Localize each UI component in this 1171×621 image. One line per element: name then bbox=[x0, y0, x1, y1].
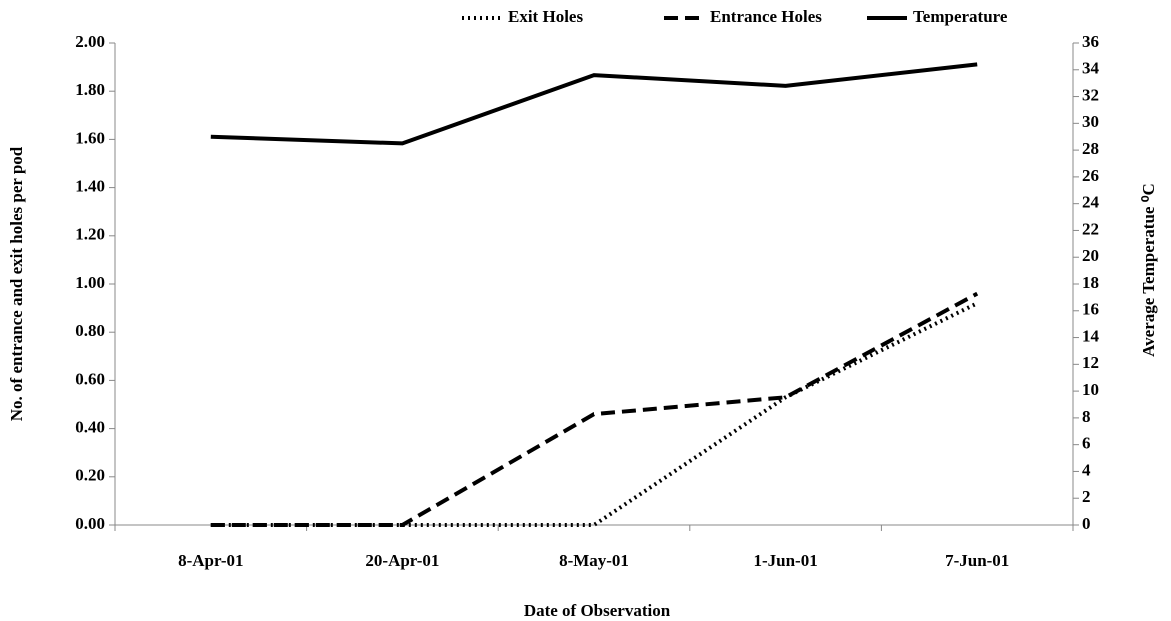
legend-label: Exit Holes bbox=[508, 7, 583, 26]
y2-tick-label: 16 bbox=[1082, 300, 1099, 319]
y-tick-label: 1.00 bbox=[75, 273, 105, 292]
y2-tick-label: 0 bbox=[1082, 514, 1091, 533]
legend-label: Entrance Holes bbox=[710, 7, 822, 26]
y2-tick-label: 2 bbox=[1082, 487, 1091, 506]
y2-tick-label: 12 bbox=[1082, 353, 1099, 372]
x-tick-label: 8-May-01 bbox=[559, 551, 629, 570]
x-tick-label: 20-Apr-01 bbox=[365, 551, 439, 570]
y2-tick-label: 18 bbox=[1082, 273, 1099, 292]
y2-axis-label: Average Temperatue ⁰C bbox=[1139, 183, 1158, 357]
y-tick-label: 0.00 bbox=[75, 514, 105, 533]
y2-tick-label: 8 bbox=[1082, 407, 1091, 426]
y2-tick-label: 32 bbox=[1082, 85, 1099, 104]
x-tick-label: 7-Jun-01 bbox=[945, 551, 1009, 570]
y-axis-label: No. of entrance and exit holes per pod bbox=[7, 146, 26, 421]
y-tick-label: 1.20 bbox=[75, 225, 105, 244]
y2-tick-label: 36 bbox=[1082, 32, 1099, 51]
y2-tick-label: 14 bbox=[1082, 326, 1100, 345]
y2-tick-label: 24 bbox=[1082, 193, 1100, 212]
x-axis-label: Date of Observation bbox=[524, 601, 671, 620]
series-line bbox=[210, 291, 979, 527]
y2-tick-label: 26 bbox=[1082, 166, 1099, 185]
legend-label: Temperature bbox=[913, 7, 1008, 26]
y-tick-label: 1.80 bbox=[75, 80, 105, 99]
x-tick-label: 1-Jun-01 bbox=[753, 551, 817, 570]
series-line bbox=[210, 62, 978, 146]
x-tick-label: 8-Apr-01 bbox=[178, 551, 243, 570]
y2-tick-label: 30 bbox=[1082, 112, 1099, 131]
y2-tick-label: 4 bbox=[1082, 460, 1091, 479]
y2-tick-label: 20 bbox=[1082, 246, 1099, 265]
y2-tick-label: 22 bbox=[1082, 219, 1099, 238]
y-tick-label: 0.60 bbox=[75, 369, 105, 388]
y-tick-label: 0.20 bbox=[75, 466, 105, 485]
y2-tick-label: 6 bbox=[1082, 434, 1091, 453]
y2-tick-label: 34 bbox=[1082, 59, 1100, 78]
y2-tick-label: 28 bbox=[1082, 139, 1099, 158]
y-tick-label: 0.40 bbox=[75, 418, 105, 437]
y-tick-label: 2.00 bbox=[75, 32, 105, 51]
y2-tick-label: 10 bbox=[1082, 380, 1099, 399]
y-tick-label: 0.80 bbox=[75, 321, 105, 340]
y-tick-label: 1.60 bbox=[75, 128, 105, 147]
y-tick-label: 1.40 bbox=[75, 177, 105, 196]
